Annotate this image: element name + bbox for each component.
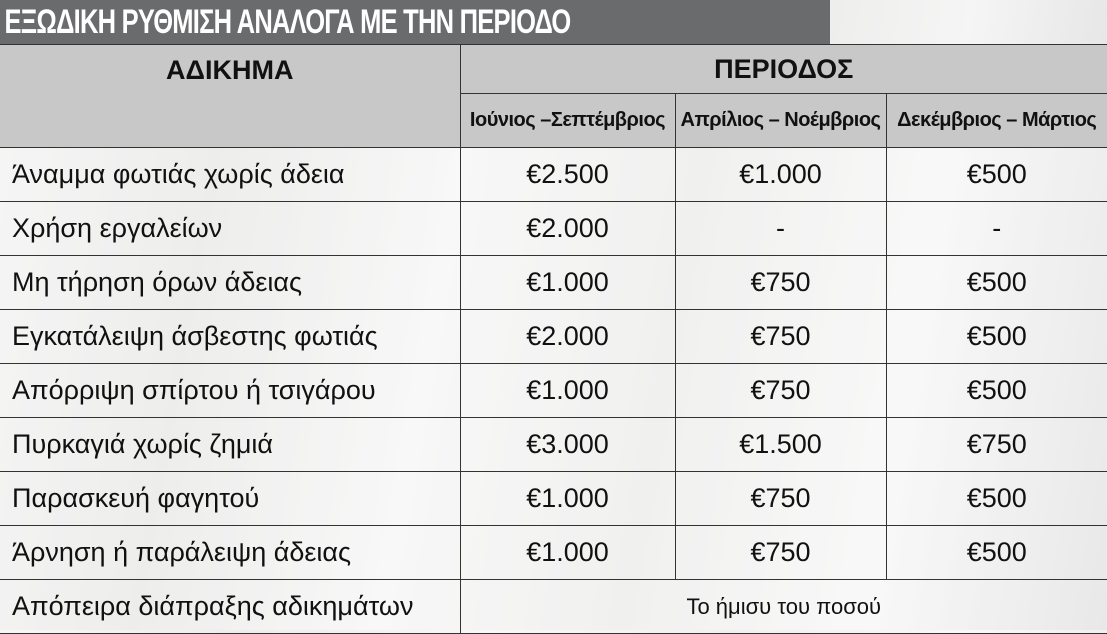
- fine-value: €500: [885, 255, 1107, 310]
- fine-value: €750: [885, 417, 1107, 472]
- header-period-3: Δεκέμβριος – Μάρτιος: [885, 93, 1107, 148]
- fine-value: €2.000: [459, 201, 676, 256]
- table-row: Άρνηση ή παράλειψη άδειας €1.000 €750 €500: [0, 525, 1107, 580]
- fine-value: -: [885, 201, 1107, 256]
- fine-value: €1.000: [674, 147, 887, 202]
- fine-value: €1.000: [459, 255, 676, 310]
- fine-value: €1.000: [459, 363, 676, 418]
- fine-value: Το ήμισυ του ποσού: [459, 579, 1107, 634]
- table-row: Παρασκευή φαγητού €1.000 €750 €500: [0, 471, 1107, 526]
- fine-value: €750: [674, 525, 887, 580]
- fine-value: €1.500: [674, 417, 887, 472]
- header-period: ΠΕΡΙΟΔΟΣ: [459, 44, 1107, 94]
- offense-name: Παρασκευή φαγητού: [0, 471, 461, 526]
- table-row: Απόρριψη σπίρτου ή τσιγάρου €1.000 €750 €50…: [0, 363, 1107, 418]
- offense-name: Μη τήρηση όρων άδειας: [0, 255, 461, 310]
- fine-value: €500: [885, 525, 1107, 580]
- offense-name: Απόρριψη σπίρτου ή τσιγάρου: [0, 363, 461, 418]
- fine-value: €3.000: [459, 417, 676, 472]
- fine-value: €1.000: [459, 525, 676, 580]
- offense-name: Πυρκαγιά χωρίς ζημιά: [0, 417, 461, 472]
- table-row: Πυρκαγιά χωρίς ζημιά €3.000 €1.500 €750: [0, 417, 1107, 472]
- table-title: ΕΞΩΔΙΚΗ ΡΥΘΜΙΣΗ ΑΝΑΛΟΓΑ ΜΕ ΤΗΝ ΠΕΡΙΟΔΟ: [0, 0, 830, 44]
- fine-value: €500: [885, 147, 1107, 202]
- table-row: Άναμμα φωτιάς χωρίς άδεια €2.500 €1.000 €50…: [0, 147, 1107, 202]
- fine-value: €750: [674, 309, 887, 364]
- offense-name: Εγκατάλειψη άσβεστης φωτιάς: [0, 309, 461, 364]
- fine-value: €2.000: [459, 309, 676, 364]
- header-period-1: Ιούνιος –Σεπτέμβριος: [460, 93, 676, 148]
- fine-value: €750: [674, 255, 887, 310]
- offense-name: Χρήση εργαλείων: [0, 201, 461, 256]
- fine-value: €500: [885, 363, 1107, 418]
- fine-value: €1.000: [459, 471, 676, 526]
- table-row: Εγκατάλειψη άσβεστης φωτιάς €2.000 €750 €50…: [0, 309, 1107, 364]
- offense-name: Απόπειρα διάπραξης αδικημάτων: [0, 579, 461, 634]
- fine-value: €750: [674, 471, 887, 526]
- header-period-2: Απρίλιος – Νοέμβριος: [674, 93, 887, 148]
- fine-value: €750: [674, 363, 887, 418]
- fine-value: €2.500: [459, 147, 676, 202]
- table-row: Μη τήρηση όρων άδειας €1.000 €750 €500: [0, 255, 1107, 310]
- fines-table: ΑΔΙΚΗΜΑ ΠΕΡΙΟΔΟΣ Ιούνιος –Σεπτέμβριος Απ…: [0, 44, 1107, 634]
- fine-value: €500: [885, 471, 1107, 526]
- fine-value: -: [674, 201, 887, 256]
- offense-name: Άναμμα φωτιάς χωρίς άδεια: [0, 147, 461, 202]
- header-offense: ΑΔΙΚΗΜΑ: [0, 44, 461, 148]
- table-row: Χρήση εργαλείων €2.000- -: [0, 201, 1107, 256]
- offense-name: Άρνηση ή παράλειψη άδειας: [0, 525, 461, 580]
- table-row: Απόπειρα διάπραξης αδικημάτων Το ήμισυ το…: [0, 579, 1107, 634]
- fine-value: €500: [885, 309, 1107, 364]
